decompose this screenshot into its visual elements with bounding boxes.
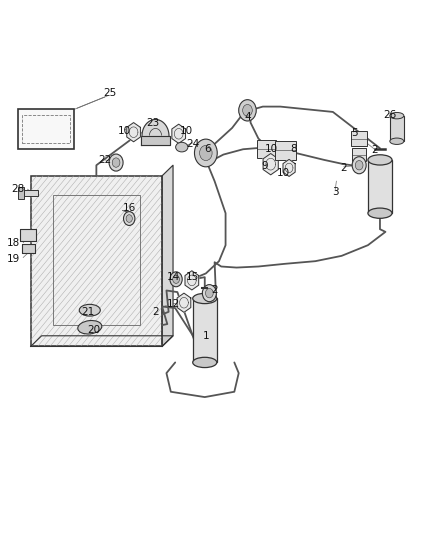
Text: 10: 10 — [265, 144, 278, 154]
Circle shape — [194, 139, 217, 167]
Circle shape — [173, 275, 180, 284]
Bar — [24, 190, 38, 196]
Circle shape — [205, 288, 213, 298]
Ellipse shape — [368, 208, 392, 219]
Ellipse shape — [193, 357, 217, 368]
Ellipse shape — [368, 155, 392, 165]
Text: 10: 10 — [180, 126, 193, 135]
Polygon shape — [172, 124, 186, 143]
Text: 4: 4 — [244, 112, 251, 122]
Polygon shape — [283, 159, 295, 176]
Circle shape — [170, 272, 182, 287]
Ellipse shape — [176, 142, 188, 152]
Polygon shape — [142, 119, 169, 136]
Circle shape — [200, 146, 212, 160]
Bar — [390, 116, 404, 141]
Circle shape — [126, 215, 132, 222]
Text: 2: 2 — [340, 163, 347, 173]
Text: 10: 10 — [277, 168, 290, 178]
Text: 15: 15 — [186, 272, 199, 282]
Text: 14: 14 — [166, 272, 180, 282]
Bar — [31, 176, 162, 346]
Text: 21: 21 — [81, 307, 94, 317]
Text: 19: 19 — [7, 254, 20, 263]
Bar — [257, 140, 276, 158]
Ellipse shape — [78, 320, 102, 334]
Circle shape — [109, 154, 123, 171]
Text: 26: 26 — [383, 110, 396, 119]
Bar — [22, 244, 35, 253]
Circle shape — [112, 158, 120, 167]
Polygon shape — [162, 165, 173, 346]
Bar — [368, 160, 392, 213]
Polygon shape — [141, 136, 170, 145]
Text: 5: 5 — [351, 128, 358, 138]
Bar — [20, 229, 36, 241]
Bar — [53, 195, 140, 325]
Circle shape — [202, 285, 216, 302]
Text: 28: 28 — [11, 184, 24, 194]
Text: 25: 25 — [103, 88, 116, 98]
Text: 9: 9 — [261, 161, 268, 171]
Text: 2: 2 — [152, 307, 159, 317]
Text: 20: 20 — [88, 326, 101, 335]
Bar — [22, 115, 70, 143]
Ellipse shape — [390, 112, 404, 119]
Text: 2: 2 — [211, 286, 218, 295]
Circle shape — [352, 157, 366, 174]
Bar — [18, 187, 24, 199]
Text: 1: 1 — [202, 331, 209, 341]
Bar — [18, 109, 74, 149]
Text: 6: 6 — [205, 144, 212, 154]
Text: 24: 24 — [186, 139, 199, 149]
Text: 3: 3 — [332, 187, 339, 197]
Text: 12: 12 — [166, 299, 180, 309]
Circle shape — [239, 100, 256, 121]
Ellipse shape — [193, 293, 217, 304]
Bar — [352, 148, 366, 161]
Text: 16: 16 — [123, 203, 136, 213]
Bar — [275, 141, 296, 160]
Polygon shape — [177, 293, 191, 312]
Circle shape — [124, 212, 135, 225]
Polygon shape — [185, 271, 199, 290]
Ellipse shape — [79, 304, 100, 316]
Bar — [193, 298, 217, 362]
Circle shape — [355, 160, 363, 170]
Text: 10: 10 — [118, 126, 131, 135]
Text: 18: 18 — [7, 238, 20, 247]
Ellipse shape — [390, 138, 404, 144]
Text: 23: 23 — [147, 118, 160, 127]
Circle shape — [243, 104, 252, 116]
Text: 8: 8 — [290, 144, 297, 154]
Polygon shape — [31, 336, 173, 346]
Text: 22: 22 — [99, 155, 112, 165]
Polygon shape — [127, 123, 141, 142]
Polygon shape — [263, 154, 278, 175]
Text: 2: 2 — [371, 146, 378, 155]
Bar — [351, 131, 367, 146]
